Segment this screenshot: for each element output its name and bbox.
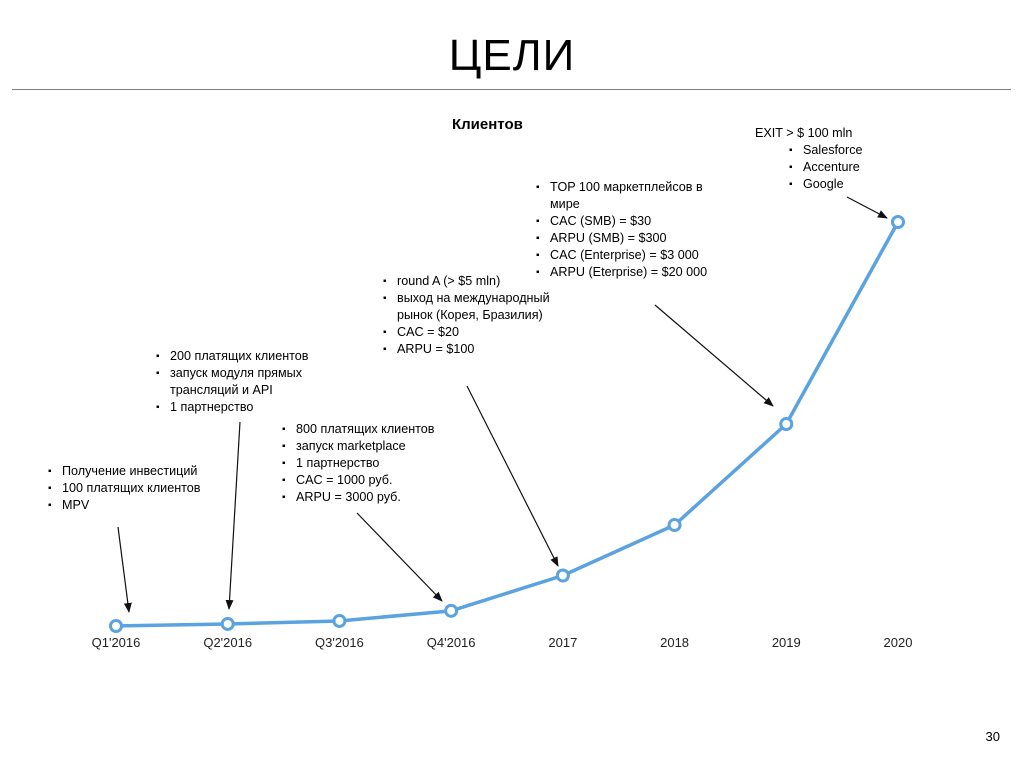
annotation-arrows <box>117 196 888 613</box>
x-tick-label: 2019 <box>772 635 801 650</box>
data-points <box>109 215 905 633</box>
annotation-item: Google <box>789 176 915 193</box>
data-point <box>667 518 682 532</box>
annotation-item: Accenture <box>789 159 915 176</box>
x-tick-label: 2017 <box>548 635 577 650</box>
annotation-arrow <box>356 512 443 602</box>
data-point <box>555 568 570 583</box>
annotation-item: MPV <box>48 497 248 514</box>
annotation-item: CAC (Enterprise) = $3 000 <box>536 247 726 264</box>
annotation-item: выход на международный рынок (Корея, Бра… <box>383 290 568 324</box>
series-line <box>115 221 900 628</box>
annotation-q2-2016: 200 платящих клиентов запуск модуля прям… <box>156 348 346 416</box>
annotation-item: CAC (SMB) = $30 <box>536 213 726 230</box>
slide-title: ЦЕЛИ <box>448 31 576 80</box>
annotation-arrow <box>846 196 888 219</box>
title-divider <box>12 89 1011 90</box>
annotation-item: TOP 100 маркетплейсов в мире <box>536 179 726 213</box>
annotation-2020: EXIT > $ 100 mln Salesforce Accenture Go… <box>755 125 915 193</box>
annotation-item: round A (> $5 mln) <box>383 273 568 290</box>
page-number: 30 <box>985 729 1000 744</box>
annotation-arrow <box>117 526 132 613</box>
annotation-item: CAC = $20 <box>383 324 568 341</box>
annotation-q1-2016: Получение инвестиций 100 платящих клиент… <box>48 463 248 514</box>
annotation-item: ARPU = $100 <box>383 341 568 358</box>
x-tick-label: Q3'2016 <box>315 635 364 650</box>
y-axis-label: Клиентов <box>452 116 523 133</box>
annotation-arrow <box>466 385 559 567</box>
data-point <box>220 616 235 631</box>
data-point <box>332 613 347 628</box>
annotation-item: ARPU (SMB) = $300 <box>536 230 726 247</box>
annotation-item: запуск marketplace <box>282 438 482 455</box>
annotation-item: 200 платящих клиентов <box>156 348 346 365</box>
annotation-q4-2016: 800 платящих клиентов запуск marketplace… <box>282 421 482 506</box>
data-point <box>444 603 459 618</box>
annotation-item: Salesforce <box>789 142 915 159</box>
annotation-arrow <box>654 304 774 407</box>
annotation-2019: TOP 100 маркетплейсов в мире CAC (SMB) =… <box>536 179 726 281</box>
annotation-arrow <box>225 421 241 610</box>
annotation-item: ARPU = 3000 руб. <box>282 489 482 506</box>
annotation-heading: EXIT > $ 100 mln <box>755 126 853 140</box>
data-point <box>779 417 794 431</box>
x-tick-label: Q2'2016 <box>203 635 252 650</box>
annotation-item: CAC = 1000 руб. <box>282 472 482 489</box>
x-tick-label: 2018 <box>660 635 689 650</box>
data-point <box>109 619 123 633</box>
annotation-item: 1 партнерство <box>282 455 482 472</box>
annotation-2017: round A (> $5 mln) выход на международны… <box>383 273 568 358</box>
annotation-item: 1 партнерство <box>156 399 346 416</box>
annotation-item: запуск модуля прямых трансляций и API <box>156 365 346 399</box>
data-point <box>891 215 905 229</box>
x-tick-labels: Q1'2016 Q2'2016 Q3'2016 Q4'2016 2017 2018 2019… <box>92 635 913 650</box>
annotation-item: 800 платящих клиентов <box>282 421 482 438</box>
annotation-item: ARPU (Eterprise) = $20 000 <box>536 264 726 281</box>
x-tick-label: Q4'2016 <box>427 635 476 650</box>
x-tick-label: 2020 <box>884 635 913 650</box>
annotation-item: Получение инвестиций <box>48 463 248 480</box>
x-tick-label: Q1'2016 <box>92 635 141 650</box>
annotation-item: 100 платящих клиентов <box>48 480 248 497</box>
